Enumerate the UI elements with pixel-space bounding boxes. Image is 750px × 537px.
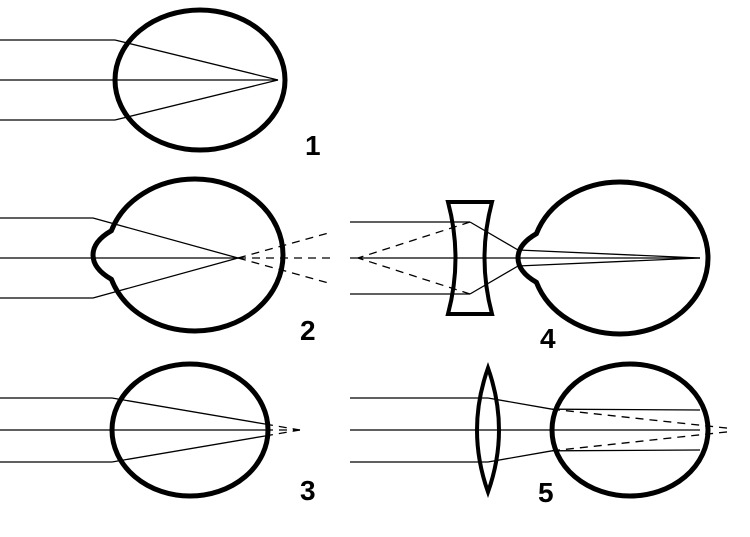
ray [552,409,700,410]
eye-2 [93,179,283,331]
label-5: 5 [538,477,554,508]
ray [112,436,265,462]
ray [115,40,278,80]
label-4: 4 [540,323,556,354]
ray [93,258,238,298]
ray [115,80,278,120]
ray [518,258,700,266]
ray [518,250,700,258]
ray [552,450,700,451]
label-2: 2 [300,315,316,346]
ray [470,266,518,294]
label-3: 3 [300,475,316,506]
ray [112,398,265,424]
label-1: 1 [305,130,321,161]
ray [470,222,518,250]
